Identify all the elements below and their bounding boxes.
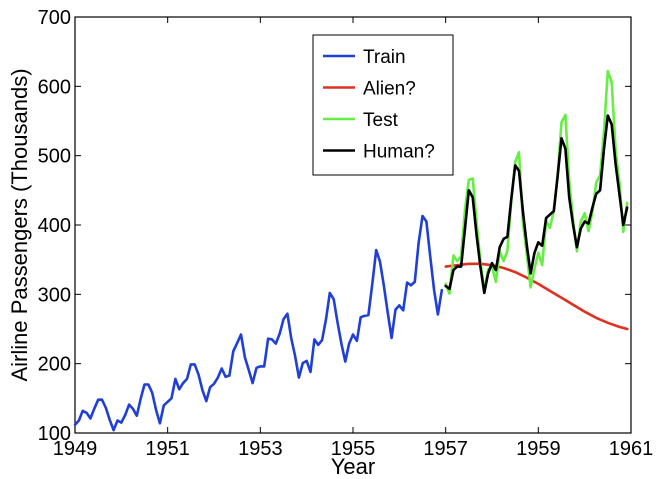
x-tick-label: 1953	[238, 438, 283, 460]
y-tick-label: 400	[38, 215, 71, 237]
x-tick-label: 1951	[145, 438, 190, 460]
axis-ticks	[74, 16, 632, 434]
y-tick-label: 300	[38, 284, 71, 306]
y-tick-label: 700	[38, 7, 71, 29]
y-tick-label: 600	[38, 76, 71, 98]
y-tick-labels: 100 200 300 400 500 600 700	[38, 7, 71, 445]
legend-label-train: Train	[363, 47, 406, 68]
x-tick-label: 1955	[331, 438, 376, 460]
y-tick-label: 500	[38, 146, 71, 168]
y-tick-label: 200	[38, 354, 71, 376]
x-tick-label: 1949	[53, 438, 98, 460]
legend-label-alien: Alien?	[363, 79, 416, 100]
series-line-human	[444, 114, 629, 295]
x-tick-label: 1959	[516, 438, 561, 460]
x-tick-label: 1957	[423, 438, 468, 460]
y-axis-label: Airline Passengers (Thousands)	[7, 68, 32, 381]
legend-label-test: Test	[363, 110, 399, 131]
x-axis-label: Year	[331, 454, 375, 479]
x-tick-label: 1961	[609, 438, 654, 460]
x-tick-labels: 1949 1951 1953 1955 1957 1959 1961	[53, 438, 654, 460]
series-group	[73, 69, 629, 432]
series-line-train	[73, 214, 444, 432]
series-line-alien	[444, 262, 629, 331]
legend: Train Alien? Test Human?	[312, 34, 454, 176]
series-line-test	[444, 69, 629, 295]
y-tick-label: 100	[38, 423, 71, 445]
legend-label-human: Human?	[363, 142, 435, 163]
